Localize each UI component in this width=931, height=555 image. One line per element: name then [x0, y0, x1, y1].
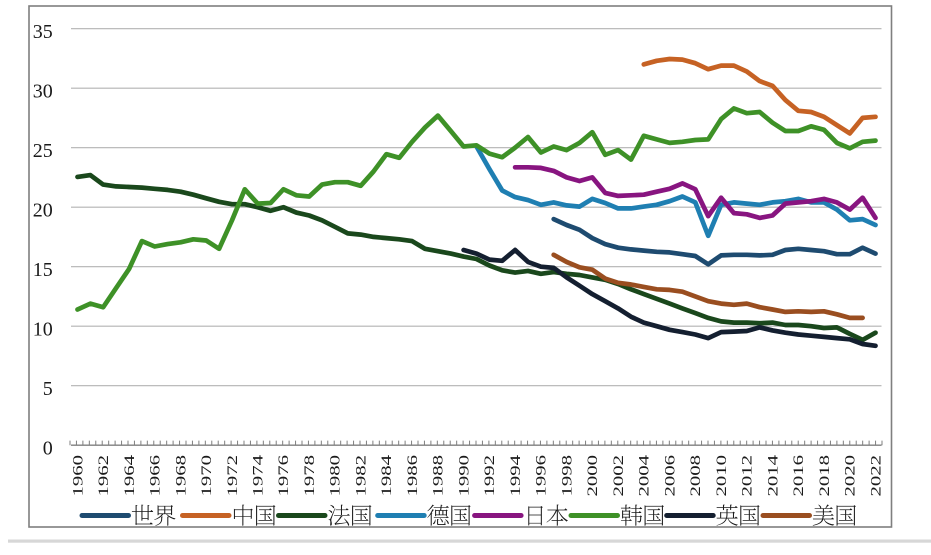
svg-text:1990: 1990: [455, 455, 471, 497]
svg-text:1972: 1972: [224, 455, 240, 497]
svg-text:1986: 1986: [404, 455, 420, 497]
svg-text:2022: 2022: [867, 455, 883, 497]
svg-text:20: 20: [33, 200, 53, 222]
svg-text:1996: 1996: [533, 455, 549, 497]
svg-text:1978: 1978: [301, 455, 317, 497]
svg-text:1966: 1966: [147, 455, 163, 497]
svg-text:2010: 2010: [713, 455, 729, 497]
svg-text:2000: 2000: [584, 455, 600, 497]
svg-text:35: 35: [33, 21, 53, 43]
svg-text:30: 30: [33, 81, 53, 103]
svg-text:1974: 1974: [250, 455, 266, 497]
svg-text:1970: 1970: [198, 455, 214, 497]
svg-text:2008: 2008: [687, 455, 703, 497]
svg-text:1976: 1976: [275, 455, 291, 497]
svg-text:1994: 1994: [507, 455, 523, 497]
svg-text:2014: 2014: [764, 455, 780, 497]
svg-text:2020: 2020: [842, 455, 858, 497]
svg-text:10: 10: [33, 319, 53, 341]
svg-text:25: 25: [33, 140, 53, 162]
svg-text:1982: 1982: [353, 455, 369, 497]
svg-text:2016: 2016: [790, 455, 806, 497]
svg-text:2018: 2018: [816, 455, 832, 497]
svg-text:1962: 1962: [95, 455, 111, 497]
svg-text:2012: 2012: [739, 455, 755, 497]
svg-text:1984: 1984: [378, 455, 394, 497]
svg-text:15: 15: [33, 259, 53, 281]
svg-text:1968: 1968: [172, 455, 188, 497]
svg-text:1988: 1988: [430, 455, 446, 497]
svg-text:1960: 1960: [69, 455, 85, 497]
svg-text:2004: 2004: [636, 455, 652, 497]
svg-text:2002: 2002: [610, 455, 626, 497]
svg-text:5: 5: [43, 378, 53, 400]
svg-text:1992: 1992: [481, 455, 497, 497]
svg-text:1998: 1998: [558, 455, 574, 497]
svg-text:0: 0: [43, 438, 53, 460]
svg-text:2006: 2006: [661, 455, 677, 497]
svg-text:1964: 1964: [121, 455, 137, 497]
svg-text:1980: 1980: [327, 455, 343, 497]
